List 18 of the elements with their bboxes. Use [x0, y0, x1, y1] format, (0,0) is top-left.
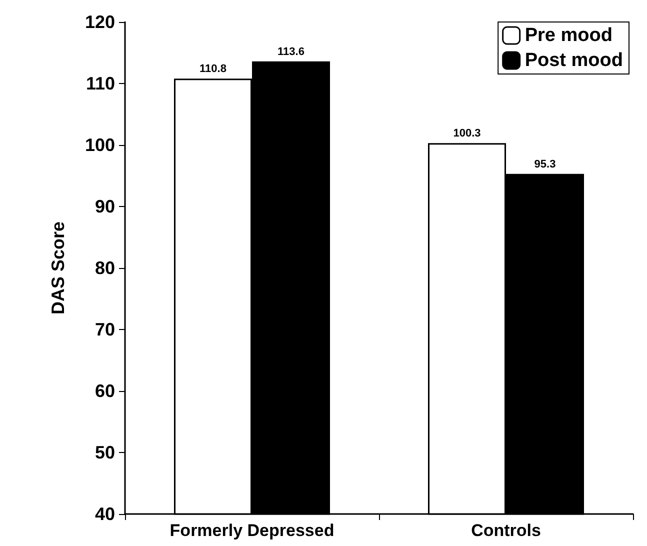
y-tick-label: 50	[94, 442, 115, 462]
y-tick-label: 100	[84, 135, 115, 155]
y-tick-label: 110	[86, 74, 115, 94]
x-tick-label: Formerly Depressed	[170, 521, 334, 540]
y-tick-label: 70	[94, 320, 115, 340]
data-label: 100.3	[453, 128, 481, 140]
legend-label: Pre mood	[524, 25, 612, 46]
legend-label: Post mood	[524, 50, 624, 71]
y-tick-label: 60	[94, 381, 115, 401]
y-tick-label: 40	[94, 504, 115, 524]
x-tick-label: Controls	[471, 521, 541, 540]
data-label: 110.8	[200, 63, 226, 76]
y-tick-label: 120	[84, 12, 115, 32]
data-label: 95.3	[534, 158, 556, 170]
y-tick-label: 90	[94, 196, 115, 216]
y-tick-label: 80	[94, 258, 115, 278]
y-axis-title: DAS Score	[48, 221, 68, 315]
data-label: 113.6	[278, 46, 304, 58]
